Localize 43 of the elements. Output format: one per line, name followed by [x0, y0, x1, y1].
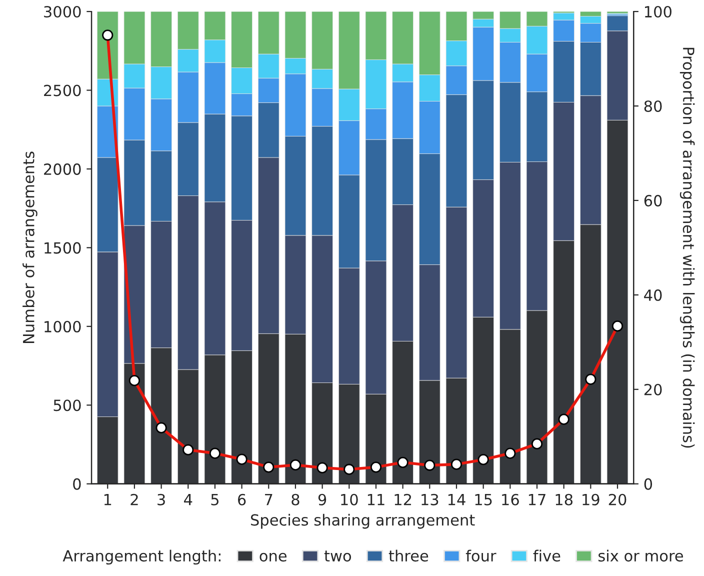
y2-tick-label: 20: [644, 384, 662, 396]
x-tick-label: 4: [184, 494, 192, 506]
legend-label: two: [324, 550, 351, 562]
y2-tick-label: 100: [645, 6, 672, 18]
x-tick-label: 12: [394, 494, 412, 506]
y2-tick-label: 80: [644, 100, 662, 112]
x-tick-label: 1: [104, 494, 112, 506]
x-tick-label: 2: [130, 494, 138, 506]
x-tick-label: 18: [556, 494, 572, 506]
x-tick-label: 15: [475, 494, 492, 506]
x-tick-label: 16: [502, 494, 519, 506]
y-tick-label: 1000: [44, 320, 81, 332]
x-tick-label: 11: [368, 494, 384, 506]
x-tick-label: 6: [238, 494, 246, 506]
y-tick-label: 0: [73, 478, 81, 490]
x-tick-label: 17: [528, 494, 546, 506]
y-tick-label: 2000: [44, 163, 81, 175]
y2-axis-title: Proportion of arrangement with lengths (in domains): [680, 48, 695, 448]
y-tick-label: 1500: [44, 242, 81, 254]
x-tick-label: 3: [158, 494, 165, 506]
y-tick-label: 3000: [44, 6, 81, 18]
x-tick-label: 14: [448, 494, 466, 506]
y-tick-label: 500: [54, 400, 81, 412]
y2-tick-label: 60: [644, 194, 662, 206]
x-tick-label: 5: [211, 494, 218, 506]
x-tick-label: 20: [608, 494, 626, 506]
y2-tick-label: 40: [644, 289, 662, 301]
y-axis-title: Number of arrangements: [22, 152, 38, 343]
x-tick-label: 19: [582, 494, 600, 506]
legend-label: five: [533, 550, 560, 562]
x-axis-title: Species sharing arrangement: [250, 514, 475, 529]
x-tick-label: 9: [318, 494, 326, 506]
legend-label: three: [388, 550, 428, 562]
y-tick-label: 2500: [44, 84, 81, 96]
legend-label: six or more: [598, 550, 684, 562]
legend-title: Arrangement length:: [62, 550, 220, 565]
x-tick-label: 10: [341, 494, 358, 506]
x-tick-label: 7: [265, 494, 272, 506]
legend-label: one: [260, 552, 287, 562]
y2-tick-label: 0: [644, 478, 652, 490]
x-tick-label: 8: [292, 494, 300, 506]
legend-label: four: [466, 550, 496, 562]
x-tick-label: 13: [422, 494, 438, 506]
